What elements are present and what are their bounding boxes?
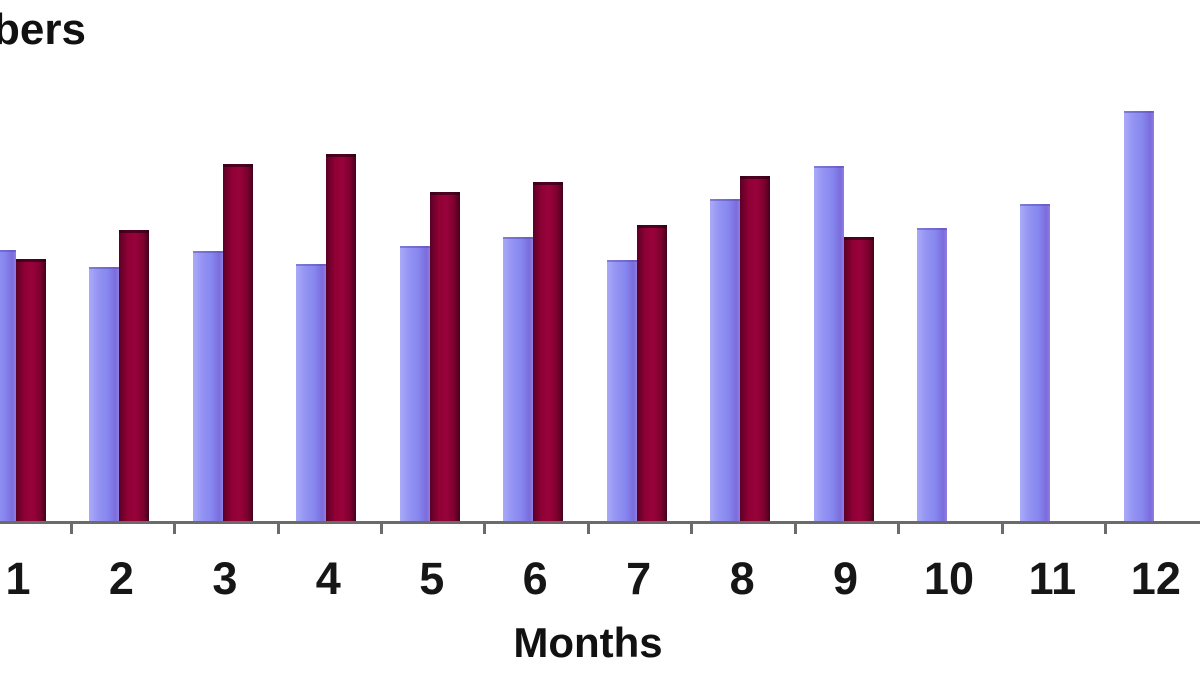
x-tick-mark bbox=[793, 524, 797, 534]
x-tick-label-10: 10 bbox=[923, 553, 974, 604]
x-tick-label-1: 1 bbox=[5, 553, 31, 604]
bar-series-2-maroon-month-6 bbox=[533, 182, 564, 521]
bar-series-1-periwinkle-month-11 bbox=[1020, 204, 1051, 521]
x-tick-mark bbox=[483, 524, 487, 534]
x-tick-mark bbox=[173, 524, 177, 534]
bar-series-2-maroon-month-2 bbox=[119, 230, 150, 521]
bar-series-1-periwinkle-month-4 bbox=[296, 264, 327, 521]
x-axis-title: Months bbox=[513, 619, 663, 666]
bar-series-2-maroon-month-5 bbox=[429, 192, 460, 521]
x-tick-mark bbox=[1104, 524, 1108, 534]
x-tick-label-3: 3 bbox=[212, 553, 238, 604]
x-tick-mark bbox=[690, 524, 694, 534]
bar-series-1-periwinkle-month-8 bbox=[710, 199, 741, 521]
x-tick-label-11: 11 bbox=[1028, 553, 1077, 604]
bar-series-2-maroon-month-1 bbox=[16, 259, 46, 521]
x-tick-label-8: 8 bbox=[729, 553, 755, 604]
bar-series-1-periwinkle-month-12 bbox=[1123, 111, 1154, 521]
x-tick-mark bbox=[69, 524, 73, 534]
bar-series-1-periwinkle-month-1 bbox=[0, 250, 16, 521]
x-tick-label-7: 7 bbox=[626, 553, 652, 604]
bar-series-1-periwinkle-month-10 bbox=[916, 228, 947, 521]
x-tick-label-6: 6 bbox=[522, 553, 548, 604]
x-tick-label-12: 12 bbox=[1130, 553, 1181, 604]
bar-series-2-maroon-month-8 bbox=[740, 176, 771, 521]
x-tick-mark bbox=[1000, 524, 1004, 534]
x-tick-mark bbox=[380, 524, 384, 534]
x-tick-label-2: 2 bbox=[108, 553, 134, 604]
bar-series-1-periwinkle-month-6 bbox=[503, 237, 534, 521]
x-tick-label-5: 5 bbox=[419, 553, 445, 604]
bar-series-2-maroon-month-7 bbox=[636, 225, 667, 521]
chart-title-fragment: bers bbox=[0, 5, 86, 54]
x-tick-label-4: 4 bbox=[315, 553, 341, 604]
x-tick-label-9: 9 bbox=[833, 553, 859, 604]
bar-series-2-maroon-month-9 bbox=[843, 237, 874, 521]
bar-series-1-periwinkle-month-5 bbox=[399, 246, 430, 521]
bar-series-1-periwinkle-month-2 bbox=[89, 267, 120, 521]
bar-series-1-periwinkle-month-9 bbox=[813, 166, 844, 521]
x-axis-line bbox=[0, 521, 1200, 524]
x-tick-mark bbox=[586, 524, 590, 534]
bar-series-1-periwinkle-month-7 bbox=[606, 260, 637, 521]
x-tick-mark bbox=[276, 524, 280, 534]
bar-series-2-maroon-month-3 bbox=[222, 164, 253, 521]
bar-series-2-maroon-month-4 bbox=[326, 154, 357, 521]
x-tick-mark bbox=[897, 524, 901, 534]
bar-series-1-periwinkle-month-3 bbox=[192, 251, 223, 521]
